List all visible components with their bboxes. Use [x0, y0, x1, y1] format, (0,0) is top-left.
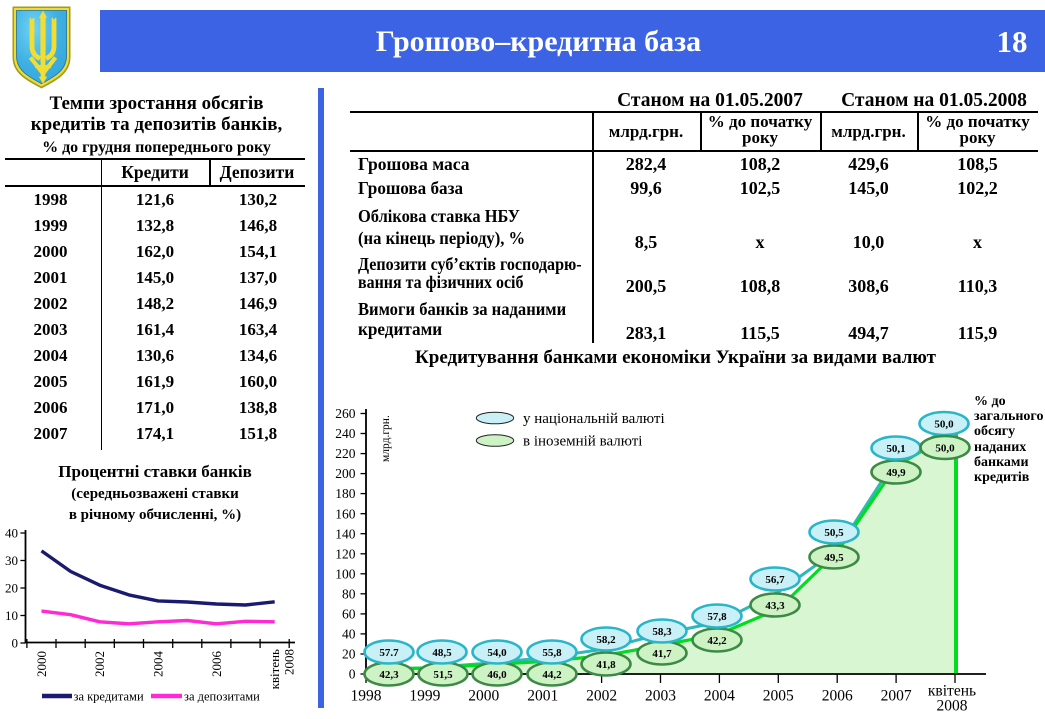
svg-text:50,5: 50,5 — [824, 527, 844, 539]
svg-text:48,5: 48,5 — [432, 647, 452, 659]
svg-text:50,0: 50,0 — [935, 442, 955, 454]
svg-text:30: 30 — [5, 553, 18, 568]
svg-text:180: 180 — [335, 486, 356, 501]
svg-text:56,7: 56,7 — [765, 574, 785, 586]
svg-text:200: 200 — [335, 466, 356, 481]
svg-text:57.7: 57.7 — [379, 647, 399, 659]
svg-text:2007: 2007 — [881, 688, 912, 705]
svg-text:57,8: 57,8 — [707, 611, 727, 623]
svg-text:100: 100 — [335, 566, 356, 581]
svg-text:54,0: 54,0 — [487, 647, 507, 659]
svg-text:58,3: 58,3 — [652, 626, 672, 638]
svg-text:млрд.грн.: млрд.грн. — [380, 415, 392, 462]
svg-text:20: 20 — [5, 580, 18, 595]
svg-text:2005: 2005 — [763, 688, 794, 705]
svg-text:55,8: 55,8 — [542, 647, 562, 659]
svg-text:260: 260 — [335, 406, 356, 421]
svg-text:41,7: 41,7 — [652, 648, 672, 660]
svg-text:2001: 2001 — [527, 688, 558, 705]
svg-text:10: 10 — [5, 608, 18, 623]
svg-text:2008: 2008 — [282, 649, 297, 675]
svg-text:43,3: 43,3 — [765, 600, 785, 612]
svg-text:2006: 2006 — [822, 688, 853, 705]
svg-text:2002: 2002 — [92, 651, 107, 677]
svg-text:2006: 2006 — [209, 651, 224, 678]
svg-text:160: 160 — [335, 506, 356, 521]
svg-text:2002: 2002 — [586, 688, 617, 705]
svg-text:120: 120 — [335, 546, 356, 561]
svg-text:в іноземній валюті: в іноземній валюті — [523, 434, 642, 450]
svg-text:у національній валюті: у національній валюті — [523, 411, 665, 427]
svg-text:40: 40 — [5, 525, 18, 540]
svg-text:80: 80 — [342, 586, 356, 601]
svg-text:за кредитами: за кредитами — [74, 690, 144, 704]
svg-text:140: 140 — [335, 526, 356, 541]
svg-text:240: 240 — [335, 426, 356, 441]
svg-text:42,3: 42,3 — [379, 669, 399, 681]
svg-text:2008: 2008 — [937, 698, 968, 715]
svg-text:0: 0 — [12, 635, 19, 650]
svg-text:20: 20 — [342, 647, 356, 662]
svg-text:40: 40 — [342, 627, 356, 642]
svg-text:2004: 2004 — [151, 651, 166, 678]
svg-text:50,1: 50,1 — [886, 443, 905, 455]
svg-text:41,8: 41,8 — [596, 659, 616, 671]
svg-text:квітень: квітень — [928, 683, 976, 700]
svg-text:0: 0 — [349, 667, 356, 682]
svg-text:46,0: 46,0 — [487, 669, 507, 681]
svg-text:51,5: 51,5 — [433, 669, 453, 681]
svg-text:2004: 2004 — [704, 688, 735, 705]
svg-text:49,5: 49,5 — [824, 552, 844, 564]
svg-text:220: 220 — [335, 446, 356, 461]
svg-text:44,2: 44,2 — [542, 669, 562, 681]
svg-text:2000: 2000 — [34, 651, 49, 677]
svg-text:за депозитами: за депозитами — [184, 690, 260, 704]
svg-text:квітень: квітень — [267, 649, 282, 689]
svg-text:1999: 1999 — [409, 688, 440, 705]
svg-text:42,2: 42,2 — [707, 635, 727, 647]
svg-text:60: 60 — [342, 607, 356, 622]
svg-text:2003: 2003 — [645, 688, 676, 705]
svg-text:49,9: 49,9 — [886, 467, 906, 479]
svg-text:2000: 2000 — [468, 688, 499, 705]
svg-text:1998: 1998 — [351, 688, 382, 705]
svg-text:50,0: 50,0 — [934, 418, 954, 430]
svg-text:58,2: 58,2 — [596, 634, 616, 646]
